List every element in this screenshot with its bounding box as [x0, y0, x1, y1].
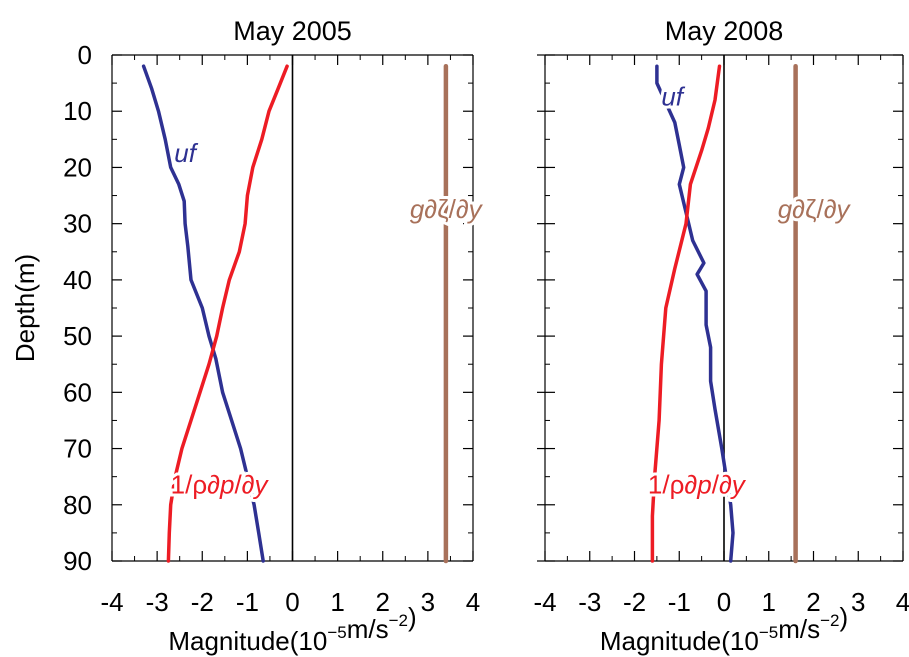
- series-label-halo-uf: uf: [661, 82, 685, 112]
- series-line-uf: [141, 64, 265, 563]
- y-tick-label: 20: [63, 152, 92, 182]
- x-tick-label: 0: [285, 587, 299, 617]
- x-tick-label: 4: [466, 587, 480, 617]
- y-tick-label: 40: [63, 265, 92, 295]
- y-tick-label: 30: [63, 209, 92, 239]
- x-tick-label: 2: [376, 587, 390, 617]
- x-axis-label: Magnitude(10−5m/s−2): [600, 602, 848, 656]
- x-axis-label: Magnitude(10−5m/s−2): [168, 602, 416, 656]
- y-tick-label: 0: [78, 40, 92, 70]
- x-tick-label: 0: [717, 587, 731, 617]
- x-tick-label: -1: [668, 587, 691, 617]
- y-tick-label: 80: [63, 490, 92, 520]
- y-tick-label: 90: [63, 546, 92, 576]
- x-tick-label: -2: [191, 587, 214, 617]
- x-tick-label: -4: [100, 587, 123, 617]
- panel-may-2008: -4 -3 -2 -1 0 1 2 3 4 May 2008 Magnitude(10−5m/s−2…: [533, 16, 909, 656]
- series-line-pressure-gradient: [650, 64, 722, 563]
- y-tick-label: 60: [63, 377, 92, 407]
- x-tick-label: -2: [623, 587, 646, 617]
- x-tick-label: 3: [421, 587, 435, 617]
- x-tick-label: -1: [236, 587, 259, 617]
- series-label-halo-pressure-gradient: 1/ρ∂p/∂y: [171, 470, 270, 500]
- x-tick-label: -3: [146, 587, 169, 617]
- series-label-halo-surface-slope: g∂ζ/∂y: [778, 194, 852, 224]
- series-label-surface-slope: g∂ζ/∂y: [410, 194, 484, 224]
- series-line-uf: [655, 64, 735, 563]
- series-label-halo-pressure-gradient: 1/ρ∂p/∂y: [648, 470, 747, 500]
- series-label-uf: uf: [661, 82, 685, 112]
- x-tick-label: 1: [330, 587, 344, 617]
- chart-title: May 2008: [665, 16, 784, 46]
- series-label-pressure-gradient: 1/ρ∂p/∂y: [171, 470, 270, 500]
- x-tick-label: 1: [762, 587, 776, 617]
- y-tick-label: 10: [63, 96, 92, 126]
- x-tick-label: 4: [896, 587, 909, 617]
- y-tick-label: 70: [63, 434, 92, 464]
- series-label-halo-surface-slope: g∂ζ/∂y: [410, 194, 484, 224]
- series-line-pressure-gradient: [166, 64, 289, 563]
- x-tick-label: 2: [806, 587, 820, 617]
- x-tick-label: -3: [578, 587, 601, 617]
- y-tick-label: 50: [63, 321, 92, 351]
- x-tick-label: -4: [533, 587, 556, 617]
- chart-title: May 2005: [233, 16, 352, 46]
- x-tick-label: 3: [851, 587, 865, 617]
- series-label-uf: uf: [174, 138, 198, 168]
- series-label-pressure-gradient: 1/ρ∂p/∂y: [648, 470, 747, 500]
- y-axis-label: Depth(m): [10, 254, 40, 362]
- series-label-surface-slope: g∂ζ/∂y: [778, 194, 852, 224]
